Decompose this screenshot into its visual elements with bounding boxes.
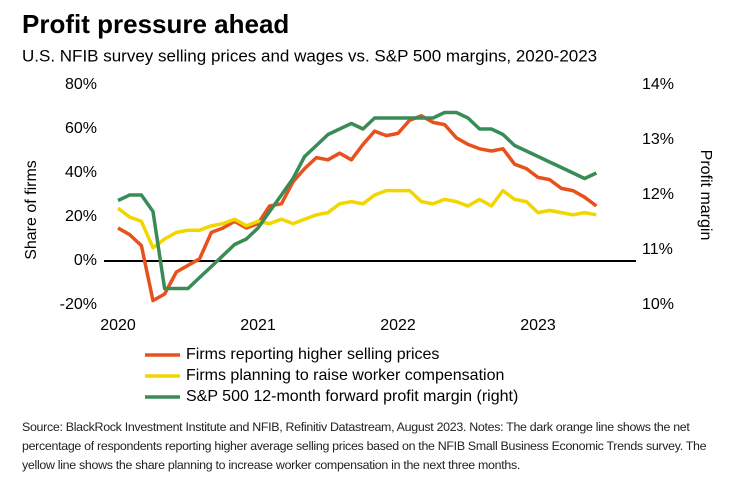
chart: Profit pressure ahead U.S. NFIB survey s… (22, 9, 714, 405)
x-tick-label: 2022 (380, 317, 416, 334)
series-line (117, 110, 598, 291)
y2-tick-label: 12% (642, 186, 674, 203)
y2-tick-label: 10% (642, 296, 674, 313)
chart-subtitle: U.S. NFIB survey selling prices and wage… (22, 46, 597, 65)
series-line (116, 188, 597, 250)
x-tick-label: 2021 (240, 317, 276, 334)
legend-label: Firms reporting higher selling prices (186, 346, 439, 363)
y-tick-label: 40% (65, 164, 97, 181)
y2-axis-label: Profit margin (697, 150, 714, 241)
legend-label: S&P 500 12-month forward profit margin (… (186, 388, 518, 405)
source-note: Source: BlackRock Investment Institute a… (22, 420, 707, 472)
chart-title: Profit pressure ahead (22, 9, 289, 39)
y-tick-label: -20% (60, 296, 97, 313)
y-tick-label: 20% (65, 208, 97, 225)
x-tick-label: 2023 (520, 317, 556, 334)
y-tick-label: 0% (74, 252, 97, 269)
y2-tick-label: 14% (642, 76, 674, 93)
y2-tick-label: 11% (642, 241, 673, 258)
y-tick-label: 60% (65, 120, 97, 137)
y2-tick-label: 13% (642, 131, 674, 148)
y-tick-label: 80% (65, 76, 97, 93)
x-tick-label: 2020 (100, 317, 136, 334)
series-line (117, 114, 598, 303)
y-axis-label: Share of firms (23, 160, 40, 260)
legend-label: Firms planning to raise worker compensat… (186, 367, 504, 384)
